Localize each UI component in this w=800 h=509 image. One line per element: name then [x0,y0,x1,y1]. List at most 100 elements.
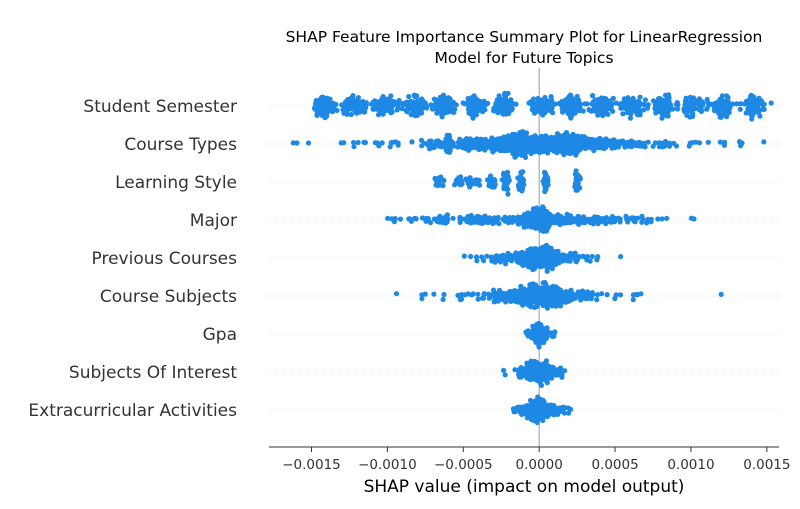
data-point [589,253,595,260]
data-point [542,279,548,286]
data-point [490,220,496,227]
data-point [528,223,534,229]
data-point [607,219,613,225]
data-point [305,140,312,146]
data-point [467,220,474,226]
data-point [591,148,597,154]
data-point [566,145,572,151]
data-point [535,108,541,114]
x-tick-label: −0.0015 [282,457,341,473]
data-point [582,101,588,107]
data-point [560,109,566,115]
data-point [594,292,601,298]
data-point [542,94,548,101]
data-point [546,363,552,369]
feature-label: Subjects Of Interest [69,363,237,383]
data-point [648,219,654,225]
data-point [545,150,551,156]
data-point [561,152,567,158]
data-point [525,333,531,339]
data-point [470,115,476,121]
data-point [397,216,404,222]
data-point [419,143,425,149]
data-point [480,295,486,301]
data-point [480,144,487,150]
data-point [481,258,487,264]
data-point [479,99,485,105]
data-point [457,182,463,188]
data-point [545,211,552,217]
data-point [468,111,474,117]
data-point [632,99,639,105]
data-point [619,100,625,106]
data-point [370,99,376,105]
data-point [563,253,569,259]
data-point [570,96,576,102]
data-point [428,102,434,108]
data-point [696,140,703,146]
data-point [433,182,439,188]
data-point [582,295,588,301]
data-point [650,143,656,149]
data-point [590,108,597,114]
data-point [424,105,430,111]
data-point [517,366,524,372]
data-point [509,258,515,264]
data-point [434,110,440,116]
data-point [550,110,556,116]
data-point [527,397,534,404]
data-point [565,111,571,117]
chart-title-line-2: Model for Future Topics [434,49,613,67]
x-axis-label: SHAP value (impact on model output) [364,477,685,497]
data-point [467,184,473,190]
data-point [525,135,531,141]
data-point [445,95,451,101]
feature-label: Course Subjects [100,287,237,307]
data-point [699,99,706,105]
x-tick-label: 0.0000 [516,457,563,473]
data-point [422,100,428,106]
data-point [446,132,452,138]
data-point [592,214,599,220]
data-point [508,252,514,259]
data-point [624,107,630,113]
data-point [441,109,447,115]
data-point [519,188,525,194]
data-point [531,283,538,289]
data-point [433,138,439,144]
data-point [502,90,508,96]
data-point [637,94,643,100]
data-point [529,146,535,152]
data-point [498,259,504,265]
data-point [620,111,626,117]
data-point [375,99,381,105]
data-point [736,139,743,145]
data-point [455,144,461,150]
data-point [391,219,397,225]
data-point [610,108,616,114]
data-point [515,251,521,257]
data-point [505,191,511,197]
data-point [536,398,542,404]
data-point [508,298,514,304]
data-point [704,96,710,103]
data-point [375,112,382,118]
x-tick-label: 0.0010 [667,457,714,473]
data-point [629,144,635,150]
data-point [639,219,645,225]
data-point [578,146,584,152]
data-point [474,136,480,142]
data-point [440,296,446,303]
data-point [657,96,663,102]
data-point [534,299,540,305]
data-point [540,325,546,331]
data-point [524,360,530,366]
data-point [475,291,481,297]
data-point [704,106,710,112]
data-point [541,210,547,216]
data-point [490,292,496,298]
data-point [633,291,639,298]
data-point [609,145,615,151]
data-point [549,220,555,226]
data-point [441,215,447,221]
